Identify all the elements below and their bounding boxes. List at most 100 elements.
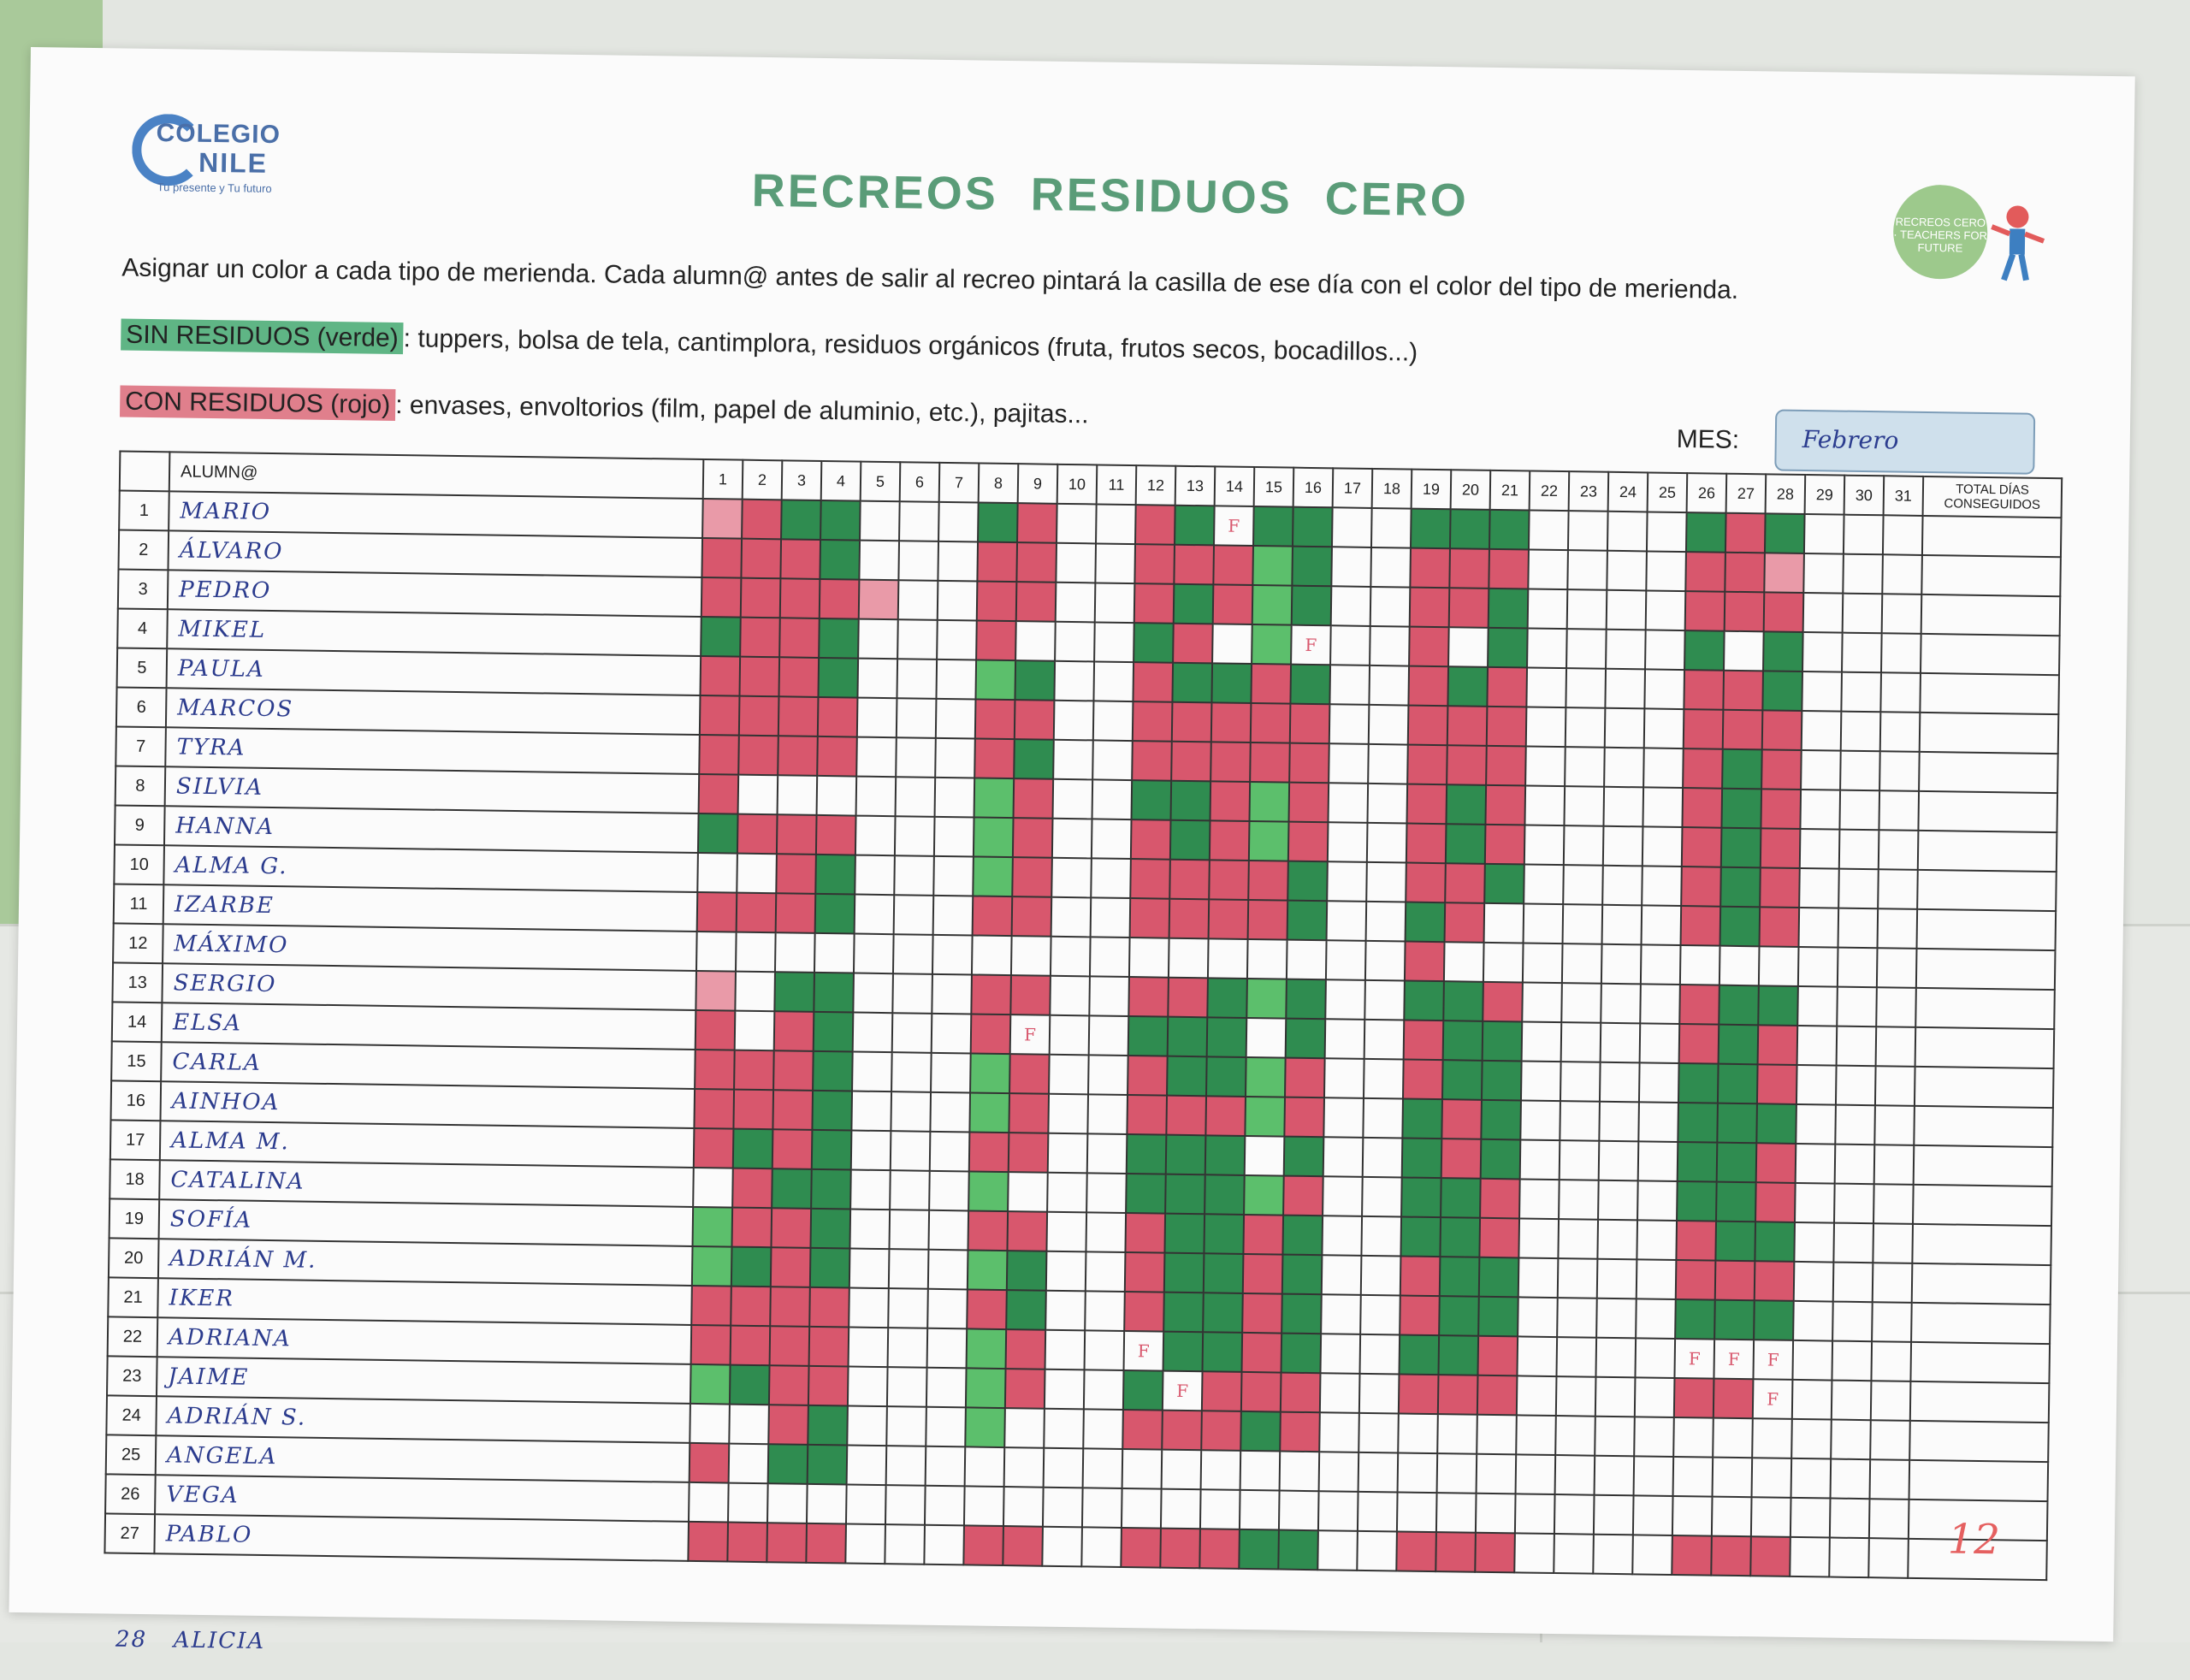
- day-cell[interactable]: [1094, 583, 1135, 624]
- day-cell[interactable]: [768, 1365, 809, 1405]
- day-cell[interactable]: [1129, 898, 1170, 938]
- day-cell[interactable]: [1556, 1337, 1597, 1377]
- day-cell[interactable]: [734, 1050, 774, 1091]
- day-cell[interactable]: [1286, 939, 1327, 980]
- day-cell[interactable]: [770, 1287, 810, 1327]
- day-cell[interactable]: [1643, 748, 1684, 789]
- day-cell[interactable]: [1053, 739, 1093, 780]
- day-cell[interactable]: [1124, 1291, 1164, 1332]
- day-cell[interactable]: [1761, 749, 1802, 790]
- day-cell[interactable]: [1163, 1331, 1204, 1372]
- day-cell[interactable]: [1445, 863, 1485, 903]
- day-cell[interactable]: [1441, 1099, 1482, 1139]
- day-cell[interactable]: [1162, 1410, 1202, 1451]
- day-cell[interactable]: [1320, 1334, 1361, 1374]
- day-cell[interactable]: [1246, 1056, 1286, 1097]
- day-cell[interactable]: [702, 499, 743, 539]
- day-cell[interactable]: [1598, 1180, 1638, 1221]
- day-cell[interactable]: [1681, 827, 1722, 867]
- day-cell[interactable]: [1605, 668, 1646, 709]
- day-cell[interactable]: [927, 1288, 968, 1329]
- day-cell[interactable]: [737, 813, 778, 855]
- day-cell[interactable]: [701, 538, 743, 578]
- day-cell[interactable]: [1054, 660, 1095, 701]
- day-cell[interactable]: [1435, 1493, 1477, 1533]
- day-cell[interactable]: [1247, 899, 1288, 940]
- day-cell[interactable]: [1794, 1222, 1835, 1263]
- day-cell[interactable]: [1287, 900, 1328, 941]
- day-cell[interactable]: [807, 1444, 848, 1485]
- day-cell[interactable]: [1292, 506, 1333, 547]
- day-cell[interactable]: [1637, 1220, 1678, 1260]
- day-cell[interactable]: [1842, 632, 1882, 673]
- day-cell[interactable]: [695, 970, 736, 1011]
- day-cell[interactable]: [1714, 1299, 1755, 1340]
- day-cell[interactable]: [1602, 825, 1643, 867]
- total-cell[interactable]: [1917, 830, 2057, 873]
- day-cell[interactable]: [859, 540, 900, 581]
- day-cell[interactable]: [1595, 1416, 1635, 1457]
- day-cell[interactable]: [966, 1328, 1007, 1369]
- day-cell[interactable]: [1683, 748, 1723, 789]
- day-cell[interactable]: [1711, 1535, 1751, 1576]
- day-cell[interactable]: [930, 1091, 971, 1133]
- day-cell[interactable]: [1593, 1534, 1633, 1575]
- total-cell[interactable]: [1914, 1066, 2054, 1109]
- day-cell[interactable]: [1480, 1139, 1521, 1180]
- day-cell[interactable]: [1368, 743, 1408, 784]
- day-cell[interactable]: [891, 1013, 932, 1053]
- day-cell[interactable]: [1637, 1141, 1678, 1182]
- day-cell[interactable]: [1561, 983, 1601, 1023]
- day-cell[interactable]: [1280, 1411, 1320, 1452]
- day-cell[interactable]: [1716, 1181, 1756, 1222]
- day-cell[interactable]: [1566, 668, 1607, 708]
- day-cell[interactable]: [737, 853, 777, 894]
- day-cell[interactable]: [1796, 1103, 1836, 1145]
- day-cell[interactable]: [1243, 1214, 1284, 1255]
- day-cell[interactable]: [1172, 662, 1213, 703]
- day-cell[interactable]: [1722, 709, 1763, 750]
- day-cell[interactable]: [888, 1288, 928, 1328]
- day-cell[interactable]: [1713, 1378, 1754, 1419]
- day-cell[interactable]: [1121, 1488, 1162, 1529]
- day-cell[interactable]: [1714, 1260, 1755, 1301]
- day-cell[interactable]: [1250, 702, 1291, 743]
- day-cell[interactable]: [926, 1367, 967, 1408]
- day-cell[interactable]: [695, 1009, 736, 1050]
- day-cell[interactable]: [1557, 1258, 1598, 1298]
- day-cell[interactable]: [810, 1208, 851, 1249]
- day-cell[interactable]: [1754, 1300, 1794, 1340]
- day-cell[interactable]: [1797, 985, 1838, 1026]
- day-cell[interactable]: [1675, 1298, 1715, 1340]
- day-cell[interactable]: [735, 932, 776, 973]
- day-cell[interactable]: F: [1752, 1379, 1793, 1419]
- day-cell[interactable]: [1055, 582, 1096, 623]
- day-cell[interactable]: [1055, 621, 1095, 662]
- day-cell[interactable]: [1483, 981, 1523, 1022]
- day-cell[interactable]: [1879, 751, 1920, 791]
- day-cell[interactable]: [1212, 584, 1253, 624]
- day-cell[interactable]: [1878, 830, 1919, 870]
- day-cell[interactable]: [1319, 1412, 1359, 1452]
- day-cell[interactable]: [849, 1248, 890, 1289]
- day-cell[interactable]: [1084, 1330, 1125, 1370]
- day-cell[interactable]: [1717, 1103, 1757, 1144]
- day-cell[interactable]: [970, 1053, 1010, 1094]
- day-cell[interactable]: [1871, 1341, 1912, 1381]
- day-cell[interactable]: [1330, 586, 1371, 626]
- day-cell[interactable]: [1244, 1174, 1284, 1216]
- day-cell[interactable]: [1134, 544, 1175, 584]
- total-cell[interactable]: [1915, 948, 2056, 991]
- day-cell[interactable]: [1762, 671, 1803, 711]
- day-cell[interactable]: [1634, 1417, 1674, 1457]
- day-cell[interactable]: [1324, 1019, 1365, 1059]
- day-cell[interactable]: [1015, 660, 1056, 701]
- day-cell[interactable]: [1489, 509, 1530, 550]
- day-cell[interactable]: [1005, 1329, 1046, 1369]
- day-cell[interactable]: [1522, 943, 1563, 984]
- day-cell[interactable]: [1872, 1263, 1913, 1303]
- day-cell[interactable]: [1832, 1262, 1873, 1303]
- day-cell[interactable]: [1397, 1452, 1438, 1494]
- day-cell[interactable]: [1126, 1174, 1166, 1214]
- day-cell[interactable]: [1050, 975, 1090, 1016]
